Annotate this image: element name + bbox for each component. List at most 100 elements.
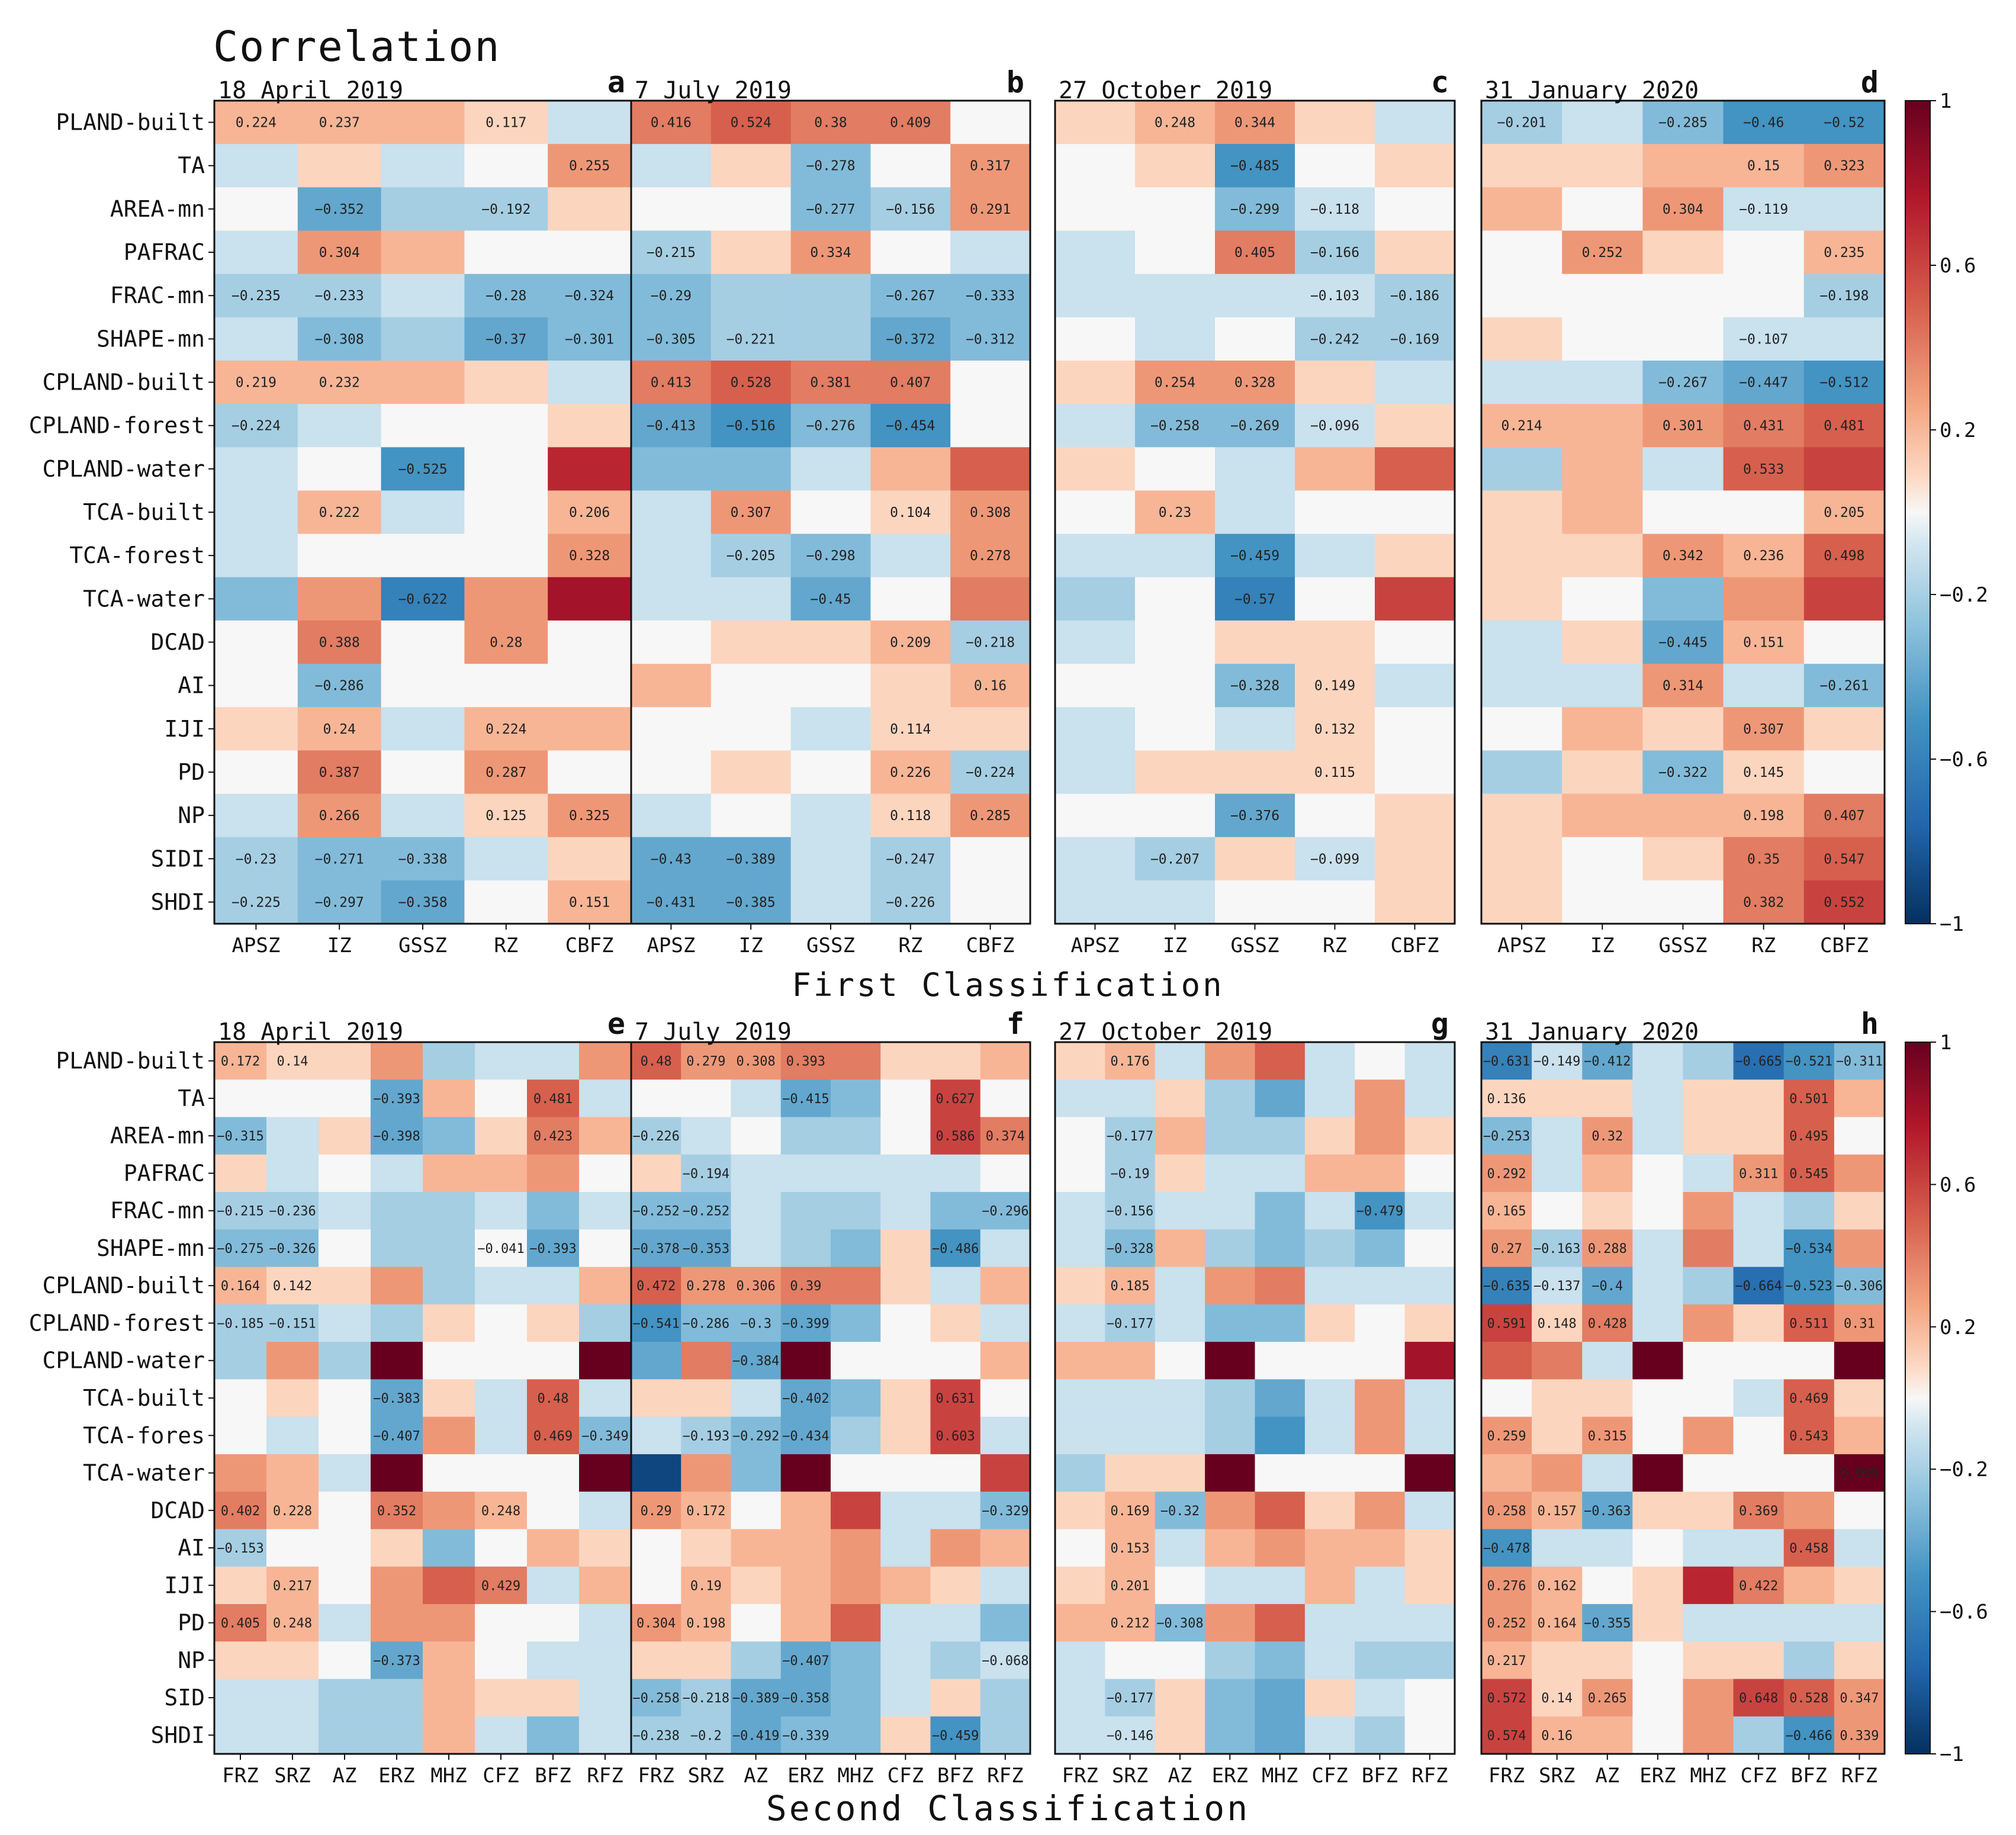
cell-value-label: 0.157 <box>1538 1504 1577 1519</box>
cell-a-8-4 <box>548 447 632 491</box>
cell-value-label: 0.481 <box>1824 419 1864 434</box>
cell-d-8-1 <box>1562 447 1643 491</box>
cell-g-12-2 <box>1155 1492 1205 1530</box>
cell-c-2-1 <box>1135 187 1216 232</box>
cell-value-label: 0.151 <box>569 895 610 910</box>
cell-c-14-4 <box>1375 707 1455 751</box>
cell-value-label: −0.431 <box>647 895 696 910</box>
cell-b-5-3 <box>870 317 951 361</box>
cell-d-9-3 <box>1723 490 1805 535</box>
cell-c-5-2 <box>1215 317 1295 361</box>
cell-value-label: −0.306 <box>1836 1279 1883 1294</box>
cell-f-12-2 <box>731 1492 782 1530</box>
cell-f-12-4 <box>831 1492 881 1530</box>
cell-g-6-1 <box>1105 1267 1156 1305</box>
cell-h-11-4 <box>1683 1454 1734 1492</box>
cell-h-8-0 <box>1481 1342 1532 1380</box>
cell-f-14-7 <box>980 1566 1031 1605</box>
cell-h-17-7 <box>1834 1679 1885 1717</box>
colorbar-tick-label: −0.2 <box>1940 1458 1988 1482</box>
cell-f-16-5 <box>880 1641 931 1680</box>
cell-d-10-1 <box>1562 534 1643 578</box>
cell-g-11-0 <box>1055 1454 1105 1492</box>
cell-value-label: −0.454 <box>886 419 935 434</box>
cell-e-18-0 <box>214 1716 267 1754</box>
cell-g-15-2 <box>1155 1603 1205 1642</box>
cell-f-17-2 <box>731 1679 782 1717</box>
cell-f-2-5 <box>880 1117 931 1155</box>
cell-a-3-0 <box>214 230 298 275</box>
x-tick-label: APSZ <box>231 934 280 957</box>
cell-f-17-3 <box>780 1679 831 1717</box>
cell-g-14-0 <box>1055 1566 1105 1605</box>
cell-value-label: 0.14 <box>277 1055 308 1069</box>
cell-value-label: −0.192 <box>481 202 530 217</box>
cell-value-label: −0.068 <box>982 1654 1028 1669</box>
cell-value-label: −0.459 <box>932 1728 979 1743</box>
cell-h-8-6 <box>1783 1342 1835 1380</box>
cell-h-15-6 <box>1783 1603 1835 1642</box>
cell-h-5-3 <box>1632 1229 1684 1268</box>
cell-g-10-6 <box>1355 1416 1406 1455</box>
cell-d-1-1 <box>1562 144 1643 188</box>
cell-h-5-4 <box>1683 1229 1734 1268</box>
cell-f-6-3 <box>780 1267 831 1305</box>
cell-h-16-2 <box>1582 1641 1633 1680</box>
cell-e-1-2 <box>319 1079 371 1118</box>
cell-g-4-3 <box>1205 1192 1256 1230</box>
cell-f-7-1 <box>681 1304 732 1342</box>
cell-e-6-7 <box>579 1267 632 1305</box>
cell-h-2-7 <box>1834 1117 1885 1155</box>
cell-g-16-4 <box>1255 1641 1306 1680</box>
cell-h-9-0 <box>1481 1379 1532 1418</box>
cell-g-9-2 <box>1155 1379 1205 1418</box>
cell-c-10-3 <box>1295 534 1375 578</box>
cell-g-0-0 <box>1055 1042 1105 1080</box>
cell-value-label: −0.194 <box>683 1166 729 1181</box>
cell-value-label: −0.215 <box>217 1204 263 1219</box>
colorbar-tick-label: −0.6 <box>1940 1601 1988 1624</box>
cell-d-7-0 <box>1481 404 1562 448</box>
cell-value-label: −0.398 <box>373 1129 420 1144</box>
cell-c-11-3 <box>1295 577 1375 621</box>
cell-g-14-3 <box>1205 1566 1256 1605</box>
cell-g-12-7 <box>1404 1492 1455 1530</box>
cell-h-14-4 <box>1683 1566 1734 1605</box>
cell-f-8-5 <box>880 1342 931 1380</box>
cell-value-label: −0.312 <box>966 332 1015 347</box>
cell-e-0-0 <box>214 1042 267 1080</box>
cell-e-15-6 <box>527 1603 580 1642</box>
cell-value-label: −0.46 <box>1743 115 1784 131</box>
cell-a-4-4 <box>548 274 632 318</box>
cell-f-18-4 <box>831 1716 881 1754</box>
y-tick-label: CPLAND-water <box>42 1348 205 1374</box>
cell-value-label: 0.258 <box>1487 1504 1526 1519</box>
panel-f: 0.48 0.279 0.308 0.393 −0.415 0.627 −0.226 0.58… <box>630 1007 1031 1788</box>
cell-a-7-4 <box>548 404 632 448</box>
cell-e-16-7 <box>579 1641 632 1680</box>
cell-g-17-2 <box>1155 1679 1205 1717</box>
cell-e-7-6 <box>527 1304 580 1342</box>
cell-value-label: −0.52 <box>1824 115 1864 131</box>
cell-h-4-5 <box>1733 1192 1785 1230</box>
cell-c-12-3 <box>1295 620 1375 664</box>
cell-d-10-0 <box>1481 534 1562 578</box>
cell-e-8-7 <box>579 1342 632 1380</box>
cell-b-15-3 <box>870 750 951 795</box>
cell-f-12-0 <box>631 1492 681 1530</box>
cell-value-label: −0.236 <box>269 1204 316 1219</box>
cell-e-6-2 <box>319 1267 371 1305</box>
cell-c-0-4 <box>1375 101 1455 144</box>
cell-e-4-7 <box>579 1192 632 1230</box>
cell-e-14-7 <box>579 1566 632 1605</box>
cell-e-0-4 <box>423 1042 475 1080</box>
cell-f-5-1 <box>681 1229 732 1268</box>
cell-f-6-6 <box>930 1267 981 1305</box>
cell-c-7-2 <box>1215 404 1295 448</box>
cell-a-2-2 <box>381 187 465 232</box>
cell-value-label: 0.237 <box>319 115 360 131</box>
cell-f-7-0 <box>631 1304 681 1342</box>
cell-c-5-4 <box>1375 317 1455 361</box>
cell-value-label: 0.402 <box>221 1504 260 1519</box>
cell-f-13-5 <box>880 1529 931 1567</box>
